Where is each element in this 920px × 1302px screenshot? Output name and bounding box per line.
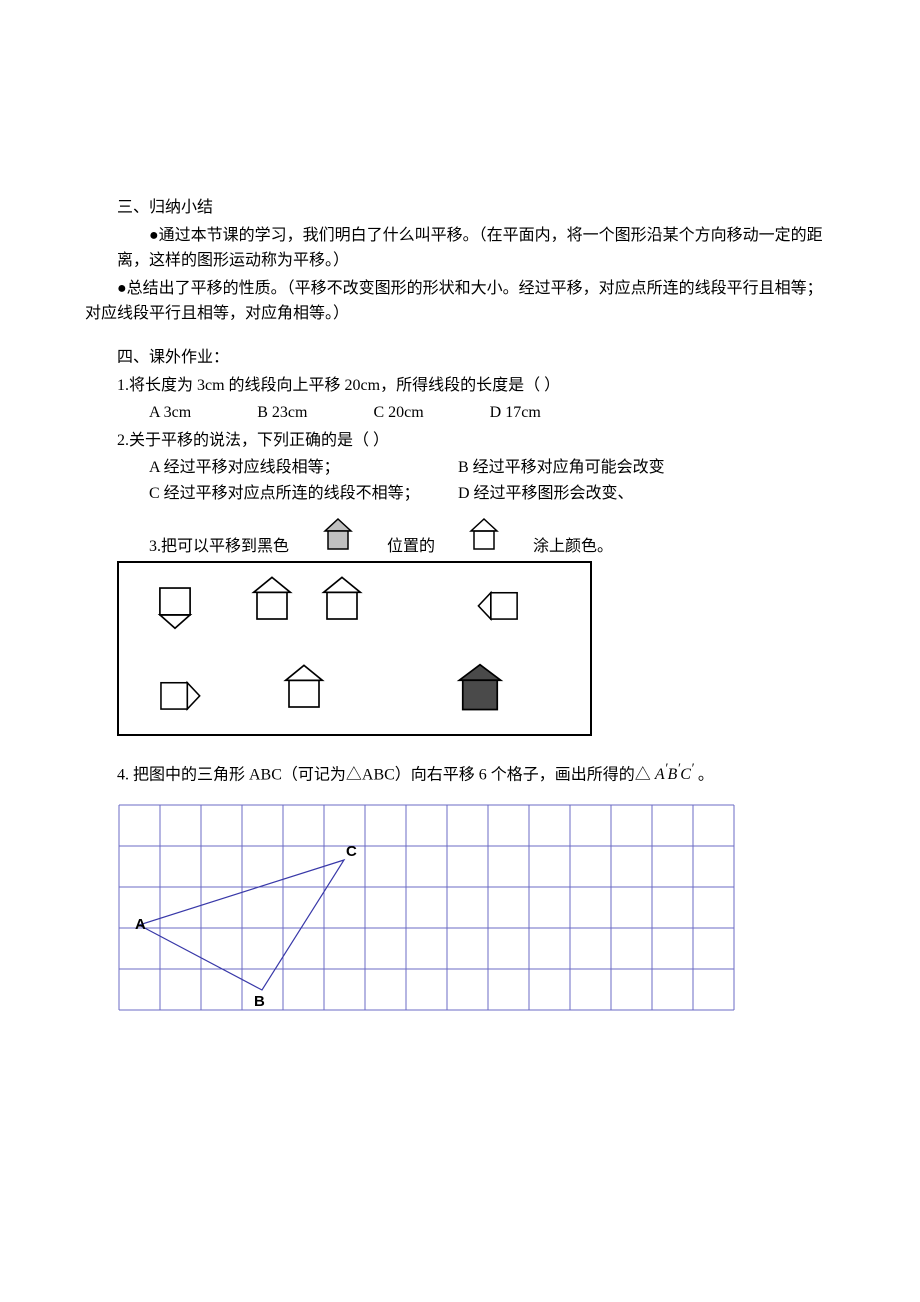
section4-heading: 四、课外作业： <box>85 345 835 371</box>
shapes-box <box>117 561 592 736</box>
grid-container: A B C <box>117 803 737 1003</box>
q2-opt-a: A 经过平移对应线段相等； <box>117 455 422 481</box>
q2-options-row1: A 经过平移对应线段相等； B 经过平移对应角可能会改变 <box>85 455 835 481</box>
q1-options: A 3cm B 23cm C 20cm D 17cm <box>85 400 835 426</box>
q4-abc: A′B′C′ <box>655 766 694 783</box>
vertex-b-label: B <box>254 990 265 1014</box>
shape-item <box>149 675 207 732</box>
q4-text: 4. 把图中的三角形 ABC（可记为△ABC）向右平移 6 个格子，画出所得的△… <box>85 758 835 788</box>
vertex-a-label: A <box>135 913 146 937</box>
q1-opt-b: B 23cm <box>225 400 307 426</box>
q3-line: 3.把可以平移到黑色 位置的 涂上颜色。 <box>85 517 835 560</box>
shape-item <box>279 663 329 720</box>
q1-text: 1.将长度为 3cm 的线段向上平移 20cm，所得线段的长度是（ ） <box>85 373 835 399</box>
shape-item <box>454 663 506 722</box>
q2-opt-c: C 经过平移对应点所连的线段不相等； <box>117 481 422 507</box>
section3-para2: ●总结出了平移的性质。（平移不改变图形的形状和大小。经过平移，对应点所连的线段平… <box>85 276 835 327</box>
q1-opt-c: C 20cm <box>341 400 423 426</box>
q2-opt-d: D 经过平移图形会改变、 <box>426 481 634 507</box>
section3-heading: 三、归纳小结 <box>85 195 835 221</box>
q1-opt-d: D 17cm <box>458 400 541 426</box>
vertex-c-label: C <box>346 840 357 864</box>
shape-item <box>317 575 367 632</box>
q4-pre: 4. 把图中的三角形 ABC（可记为△ABC）向右平移 6 个格子，画出所得的△ <box>117 766 651 783</box>
shape-item <box>247 575 297 632</box>
house-outline-icon <box>437 517 499 560</box>
q2-text: 2.关于平移的说法，下列正确的是（ ） <box>85 428 835 454</box>
q3-post: 涂上颜色。 <box>501 534 613 560</box>
house-gray-icon <box>291 517 353 560</box>
q2-options-row2: C 经过平移对应点所连的线段不相等； D 经过平移图形会改变、 <box>85 481 835 507</box>
q3-pre: 3.把可以平移到黑色 <box>117 534 289 560</box>
q2-opt-b: B 经过平移对应角可能会改变 <box>426 455 665 481</box>
grid-svg <box>117 803 736 1012</box>
shape-item <box>151 583 199 644</box>
shape-item <box>469 585 525 642</box>
section3-para1: ●通过本节课的学习，我们明白了什么叫平移。（在平面内，将一个图形沿某个方向移动一… <box>85 223 835 274</box>
q4-post: 。 <box>698 766 714 783</box>
q1-opt-a: A 3cm <box>117 400 191 426</box>
q3-mid: 位置的 <box>355 534 435 560</box>
